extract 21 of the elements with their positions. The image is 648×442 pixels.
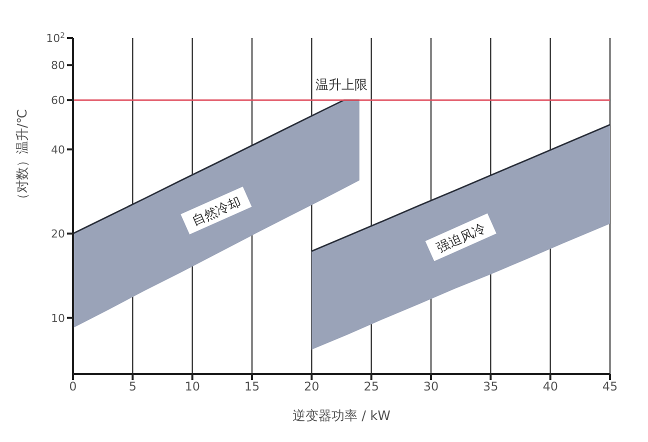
annotation: 强迫风冷 xyxy=(434,221,488,256)
y-tick-label: 60 xyxy=(51,94,65,108)
x-tick-label: 25 xyxy=(364,380,379,394)
x-tick-label: 5 xyxy=(128,380,136,394)
ref-line-label: 温升上限 xyxy=(316,78,368,94)
x-tick-label: 10 xyxy=(184,380,200,394)
x-tick-label: 35 xyxy=(483,380,498,394)
y-axis-title: （对数）温升/℃ xyxy=(16,109,31,206)
x-tick-label: 45 xyxy=(602,380,618,394)
x-tick-label: 0 xyxy=(69,380,77,394)
y-tick-label: 80 xyxy=(51,59,65,72)
x-tick-label: 30 xyxy=(423,380,439,394)
y-tick-label: 40 xyxy=(51,143,65,156)
x-tick-label: 20 xyxy=(304,380,320,394)
y-tick-label: 20 xyxy=(51,228,65,241)
y-tick-label: 10 xyxy=(51,312,65,325)
x-tick-label: 40 xyxy=(542,380,558,394)
x-axis-title: 逆变器功率 / kW xyxy=(292,408,391,424)
annotation: 自然冷却 xyxy=(190,194,244,230)
y-tick-label: 10$^{2}$ xyxy=(46,30,66,45)
x-tick-label: 15 xyxy=(244,380,260,394)
